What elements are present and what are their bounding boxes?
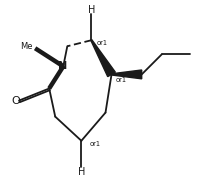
Text: or1: or1 bbox=[116, 78, 127, 83]
Text: Me: Me bbox=[20, 42, 32, 51]
Polygon shape bbox=[91, 40, 115, 77]
Text: O: O bbox=[12, 95, 20, 106]
Text: or1: or1 bbox=[90, 141, 101, 147]
Polygon shape bbox=[112, 70, 142, 79]
Text: H: H bbox=[78, 167, 85, 177]
Text: N: N bbox=[58, 61, 67, 71]
Text: or1: or1 bbox=[97, 40, 108, 46]
Text: H: H bbox=[88, 5, 95, 15]
